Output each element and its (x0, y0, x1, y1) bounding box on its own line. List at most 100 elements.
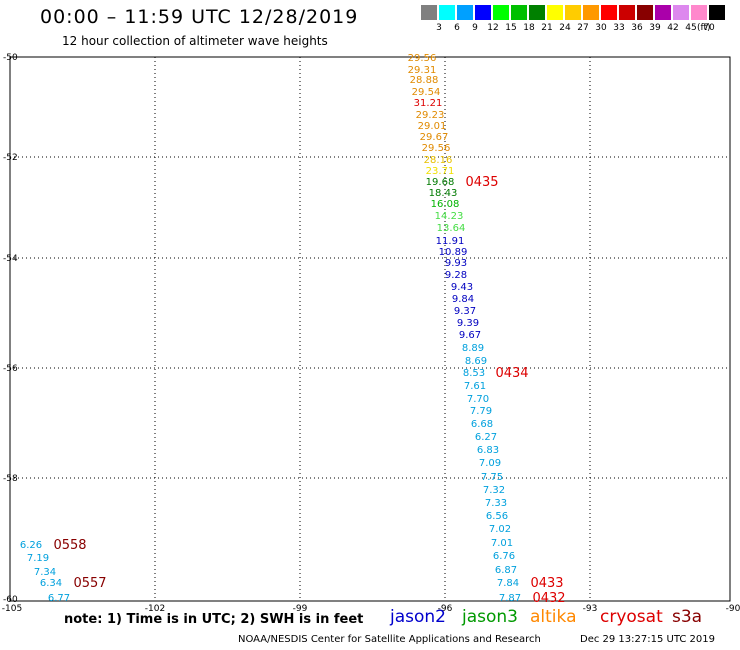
wave-height-label: 16.08 (431, 199, 460, 210)
time-label: 0557 (73, 576, 106, 591)
wave-height-label: 7.02 (489, 524, 511, 535)
wave-height-label: 9.67 (459, 330, 481, 341)
satellite-label: jason3 (462, 607, 518, 627)
plot-frame (9, 56, 731, 602)
wave-height-label: 8.53 (463, 368, 485, 379)
wave-height-label: 6.77 (48, 593, 70, 604)
wave-height-label: 28.88 (410, 75, 439, 86)
wave-height-label: 29.31 (408, 65, 437, 76)
wave-height-label: 18.43 (429, 188, 458, 199)
x-tick-label: -90 (726, 604, 740, 614)
wave-height-label: 19.68 (426, 177, 455, 188)
wave-height-label: 31.21 (414, 98, 443, 109)
wave-height-label: 6.27 (475, 432, 497, 443)
legend-swatch (709, 5, 725, 20)
wave-height-label: 9.43 (451, 282, 473, 293)
x-tick-label: -105 (2, 604, 22, 614)
wave-height-label: 9.37 (454, 306, 476, 317)
legend-swatch (619, 5, 635, 20)
legend-swatch (583, 5, 599, 20)
axis-ticks: -105 -102 -99 -96 -93 -90 -50 -52 -54 -56 -58 -60 (2, 53, 740, 614)
wave-height-label: 29.67 (420, 132, 449, 143)
legend-label: 39 (649, 23, 661, 33)
legend-label: 21 (541, 23, 553, 33)
satellite-label: cryosat (600, 607, 663, 627)
legend-label: 24 (559, 23, 571, 33)
wave-height-label: 6.83 (477, 445, 499, 456)
legend-swatch (493, 5, 509, 20)
wave-height-label: 7.32 (483, 485, 505, 496)
wave-height-label: 7.01 (491, 538, 513, 549)
time-label: 0434 (495, 366, 528, 381)
wave-height-label: 29.56 (408, 53, 437, 64)
time-label: 0432 (532, 591, 565, 606)
map-subtitle: 12 hour collection of altimeter wave hei… (62, 34, 328, 48)
generated-timestamp: Dec 29 13:27:15 UTC 2019 (580, 634, 715, 645)
y-tick-label: -60 (3, 595, 18, 605)
wave-height-label: 9.28 (445, 270, 467, 281)
legend-label: 12 (487, 23, 499, 33)
wave-height-label: 29.23 (416, 110, 445, 121)
footer-note: note: 1) Time is in UTC; 2) SWH is in fe… (64, 612, 364, 627)
legend-swatch (565, 5, 581, 20)
y-tick-label: -58 (3, 474, 18, 484)
legend-swatch (655, 5, 671, 20)
legend-swatch (637, 5, 653, 20)
legend-swatch (673, 5, 689, 20)
x-tick-label: -93 (583, 604, 598, 614)
satellite-label: altika (530, 607, 577, 627)
wave-height-label: 7.79 (470, 406, 492, 417)
legend-swatch (601, 5, 617, 20)
credit-text: NOAA/NESDIS Center for Satellite Applica… (238, 634, 541, 645)
wave-height-label: 9.93 (445, 258, 467, 269)
wave-height-labels: 29.5629.3128.8829.5431.2129.2329.0129.67… (20, 53, 521, 604)
time-label: 0433 (530, 576, 563, 591)
wave-height-label: 23.71 (426, 166, 455, 177)
wave-height-label: 29.54 (412, 87, 441, 98)
legend-label: 9 (472, 23, 478, 33)
y-tick-label: -54 (3, 254, 18, 264)
legend-label: 18 (523, 23, 535, 33)
x-tick-label: -99 (293, 604, 308, 614)
x-tick-label: -102 (145, 604, 165, 614)
wave-height-label: 7.09 (479, 458, 501, 469)
legend-swatch (529, 5, 545, 20)
wave-height-label: 9.84 (452, 294, 474, 305)
wave-height-label: 6.68 (471, 419, 493, 430)
legend-label: 42 (667, 23, 679, 33)
time-label: 0558 (53, 538, 86, 553)
y-tick-label: -52 (3, 153, 18, 163)
wave-height-label: 10.89 (439, 247, 468, 258)
legend-swatch (475, 5, 491, 20)
wave-height-label: 7.33 (485, 498, 507, 509)
legend-swatch (457, 5, 473, 20)
x-tick-label: -96 (438, 604, 453, 614)
wave-height-label: 29.01 (418, 121, 447, 132)
wave-height-label: 9.39 (457, 318, 479, 329)
wave-height-label: 28.16 (424, 155, 453, 166)
legend-label: 45 (685, 23, 697, 33)
legend-label: 36 (631, 23, 643, 33)
wave-height-label: 7.70 (467, 394, 489, 405)
y-tick-label: -56 (3, 364, 18, 374)
legend-swatch (691, 5, 707, 20)
legend-label: 30 (595, 23, 607, 33)
wave-height-label: 6.56 (486, 511, 508, 522)
legend-label: 27 (577, 23, 589, 33)
time-label: 0435 (465, 175, 498, 190)
satellite-label: jason2 (390, 607, 446, 627)
wave-height-label: 7.75 (481, 472, 503, 483)
legend-swatch (547, 5, 563, 20)
legend-label: 15 (505, 23, 517, 33)
wave-height-label: 6.34 (40, 578, 62, 589)
legend-label: 6 (454, 23, 460, 33)
legend-label: (ft) (697, 23, 711, 33)
satellite-label: s3a (672, 607, 703, 627)
legend-label: 3 (436, 23, 442, 33)
legend-label: 70 (703, 23, 715, 33)
wave-height-label: 6.26 (20, 540, 42, 551)
legend-swatch (421, 5, 437, 20)
wave-height-label: 8.69 (465, 356, 487, 367)
